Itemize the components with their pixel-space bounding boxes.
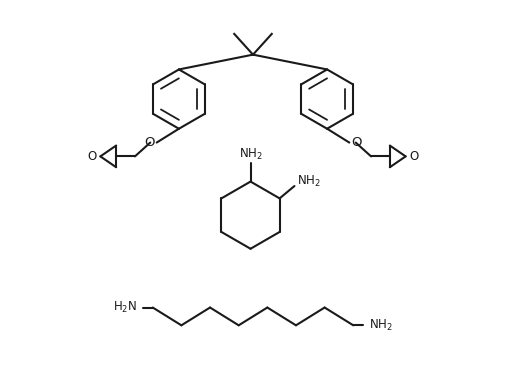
Text: NH$_2$: NH$_2$ (297, 174, 321, 189)
Text: O: O (408, 150, 417, 163)
Text: H$_2$N: H$_2$N (113, 300, 137, 315)
Text: NH$_2$: NH$_2$ (368, 318, 391, 333)
Text: O: O (88, 150, 97, 163)
Text: O: O (350, 136, 361, 149)
Text: O: O (144, 136, 155, 149)
Text: NH$_2$: NH$_2$ (238, 147, 262, 162)
